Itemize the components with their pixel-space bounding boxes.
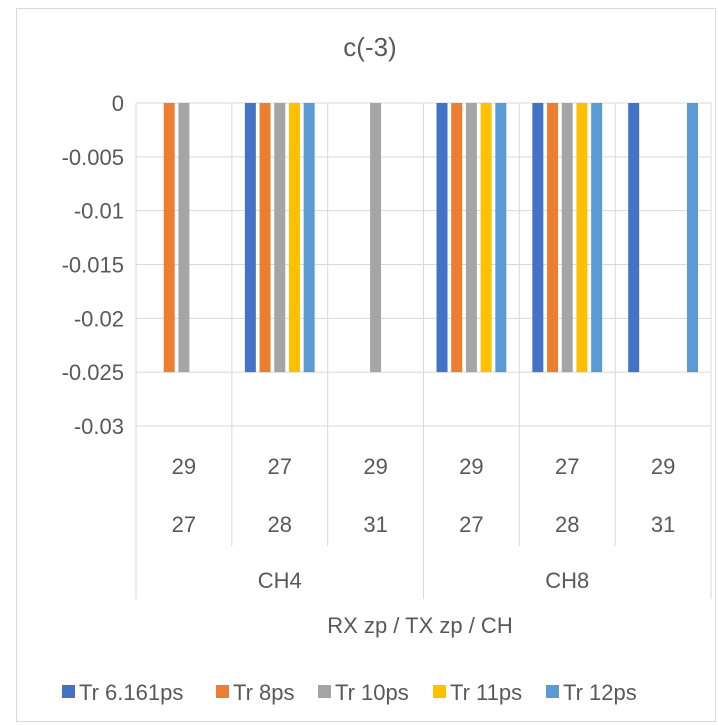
- x-tick-label-rx: 27: [555, 454, 579, 479]
- x-group-label: CH8: [545, 568, 589, 593]
- legend-swatch: [318, 685, 331, 698]
- bar: [163, 103, 175, 373]
- y-tick-label: -0.015: [62, 253, 124, 278]
- x-tick-label-tx: 28: [268, 512, 292, 537]
- legend-swatch: [62, 685, 75, 698]
- y-tick-label: 0: [112, 91, 124, 116]
- bar: [244, 103, 256, 373]
- legend-label: Tr 8ps: [233, 680, 295, 705]
- legend-swatch: [433, 685, 446, 698]
- y-tick-label: -0.005: [62, 145, 124, 170]
- x-axis-label: RX zp / TX zp / CH: [327, 613, 512, 638]
- legend-label: Tr 11ps: [450, 680, 522, 705]
- chart-title: c(-3): [343, 32, 396, 62]
- bar: [451, 103, 463, 373]
- legend-swatch: [546, 685, 559, 698]
- x-tick-label-tx: 27: [172, 512, 196, 537]
- y-tick-label: -0.01: [74, 199, 124, 224]
- x-tick-label-tx: 28: [555, 512, 579, 537]
- bar: [628, 103, 640, 373]
- bar: [686, 103, 698, 373]
- bar: [495, 103, 507, 373]
- bar: [591, 103, 603, 373]
- gridlines: [135, 102, 712, 599]
- x-tick-label-rx: 29: [459, 454, 483, 479]
- y-tick-label: -0.025: [62, 360, 124, 385]
- bar: [303, 103, 315, 373]
- y-axis-ticks: 0 -0.005 -0.01 -0.015 -0.02 -0.025 -0.03: [62, 91, 124, 439]
- bar: [561, 103, 573, 373]
- legend-label: Tr 6.161ps: [79, 680, 183, 705]
- bar: [576, 103, 588, 373]
- bar: [532, 103, 544, 373]
- chart-frame: c(-3) 0 -0.005 -0.01 -0.015 -0.02 -0.025 -0.03…: [16, 8, 716, 722]
- bars: [163, 103, 698, 373]
- bar: [288, 103, 300, 373]
- x-tick-label-tx: 27: [459, 512, 483, 537]
- x-tick-label-rx: 29: [172, 454, 196, 479]
- x-group-label: CH4: [258, 568, 302, 593]
- x-tick-label-rx: 29: [651, 454, 675, 479]
- x-tick-label-rx: 29: [363, 454, 387, 479]
- legend-swatch: [216, 685, 229, 698]
- bar-chart: c(-3) 0 -0.005 -0.01 -0.015 -0.02 -0.025 -0.03…: [62, 32, 712, 705]
- bar: [436, 103, 448, 373]
- x-tick-label-rx: 27: [268, 454, 292, 479]
- x-tick-label-tx: 31: [651, 512, 675, 537]
- bar: [370, 103, 382, 373]
- legend: Tr 6.161ps Tr 8ps Tr 10ps Tr 11ps Tr 12ps: [62, 680, 637, 705]
- bar: [274, 103, 286, 373]
- x-axis-categories: 29 27 27 28 29 31 29 27 27 28 29 31 CH4 CH8: [172, 454, 676, 593]
- x-tick-label-tx: 31: [363, 512, 387, 537]
- bar: [465, 103, 477, 373]
- y-tick-label: -0.03: [74, 414, 124, 439]
- legend-label: Tr 12ps: [563, 680, 637, 705]
- bar: [259, 103, 271, 373]
- bar: [480, 103, 492, 373]
- bar: [178, 103, 190, 373]
- bar: [547, 103, 559, 373]
- legend-label: Tr 10ps: [335, 680, 409, 705]
- y-tick-label: -0.02: [74, 306, 124, 331]
